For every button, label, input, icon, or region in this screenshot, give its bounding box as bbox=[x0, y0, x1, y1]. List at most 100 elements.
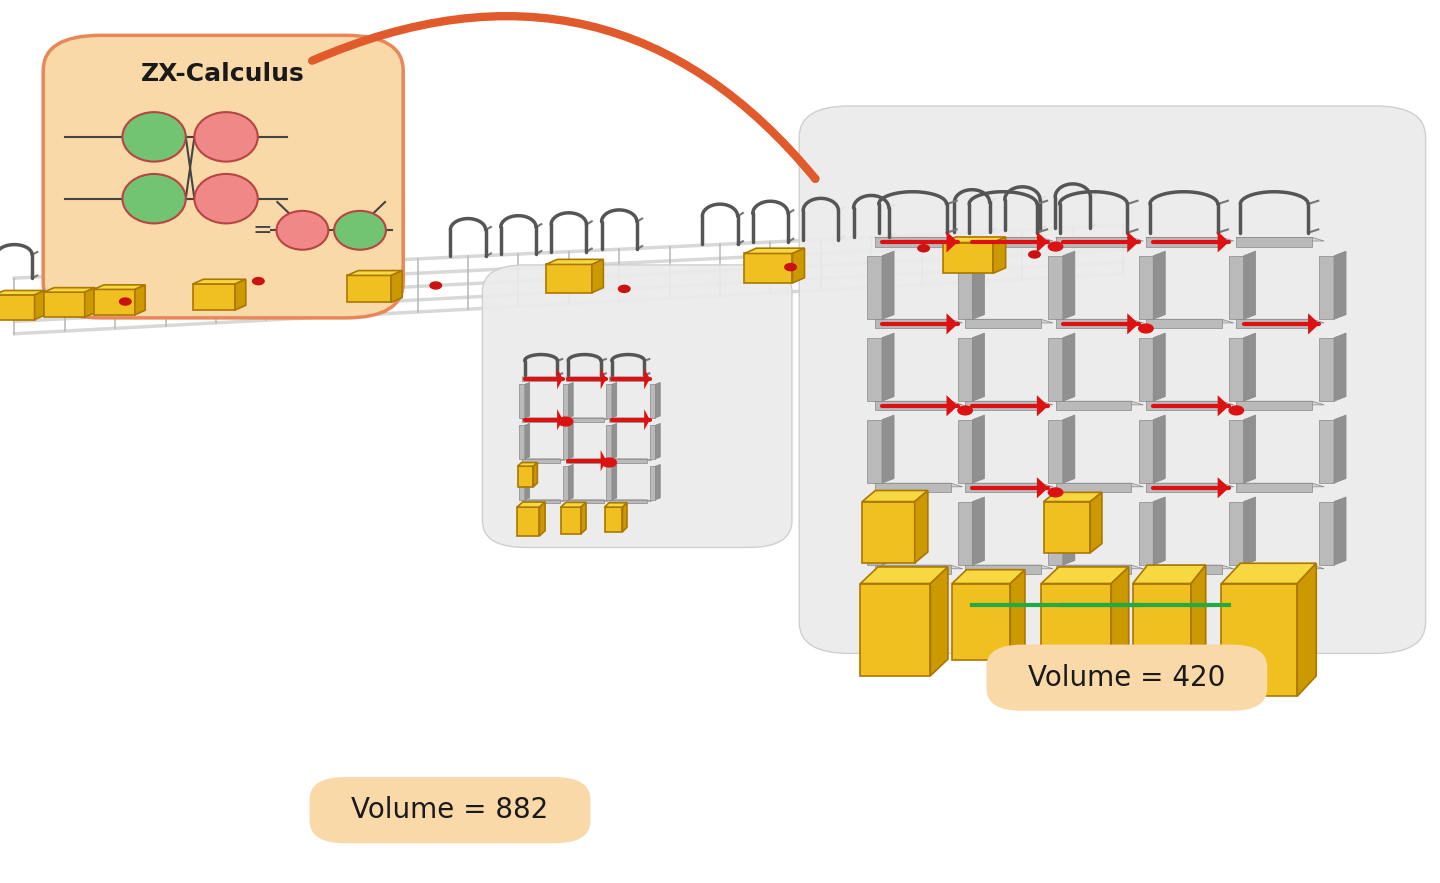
Polygon shape bbox=[94, 290, 135, 315]
Polygon shape bbox=[883, 415, 894, 483]
Polygon shape bbox=[517, 502, 546, 507]
Polygon shape bbox=[914, 491, 927, 563]
Polygon shape bbox=[655, 464, 661, 500]
Polygon shape bbox=[649, 384, 655, 418]
Polygon shape bbox=[1112, 567, 1129, 675]
Polygon shape bbox=[135, 285, 145, 315]
Polygon shape bbox=[526, 382, 530, 418]
Polygon shape bbox=[1011, 570, 1025, 660]
Polygon shape bbox=[518, 466, 533, 487]
Polygon shape bbox=[1056, 401, 1132, 411]
Circle shape bbox=[1048, 488, 1063, 497]
Polygon shape bbox=[43, 288, 95, 292]
Polygon shape bbox=[94, 285, 145, 290]
Polygon shape bbox=[546, 264, 592, 293]
Polygon shape bbox=[1333, 415, 1346, 483]
Polygon shape bbox=[952, 584, 1011, 660]
Text: Volume = 420: Volume = 420 bbox=[1028, 664, 1225, 691]
Polygon shape bbox=[1056, 238, 1143, 241]
Polygon shape bbox=[1297, 563, 1316, 696]
Polygon shape bbox=[1056, 565, 1143, 569]
Polygon shape bbox=[1056, 565, 1132, 574]
Polygon shape bbox=[1237, 565, 1325, 569]
Polygon shape bbox=[1319, 502, 1333, 565]
Polygon shape bbox=[566, 459, 608, 460]
Ellipse shape bbox=[276, 211, 328, 250]
Polygon shape bbox=[874, 238, 962, 241]
Polygon shape bbox=[1048, 337, 1063, 401]
Circle shape bbox=[785, 263, 796, 270]
Polygon shape bbox=[655, 423, 661, 459]
Polygon shape bbox=[1063, 415, 1074, 483]
Polygon shape bbox=[518, 463, 537, 466]
Polygon shape bbox=[560, 507, 580, 534]
Polygon shape bbox=[965, 565, 1041, 574]
Polygon shape bbox=[1218, 231, 1230, 253]
Polygon shape bbox=[874, 483, 962, 487]
Polygon shape bbox=[606, 466, 612, 500]
Polygon shape bbox=[563, 426, 569, 459]
Polygon shape bbox=[965, 483, 1041, 493]
Polygon shape bbox=[874, 320, 950, 328]
Polygon shape bbox=[861, 584, 930, 675]
Polygon shape bbox=[965, 565, 1053, 569]
Polygon shape bbox=[1056, 483, 1143, 487]
Polygon shape bbox=[874, 401, 950, 411]
Polygon shape bbox=[600, 450, 606, 472]
Polygon shape bbox=[605, 507, 622, 532]
Polygon shape bbox=[1319, 256, 1333, 320]
Polygon shape bbox=[1230, 419, 1244, 483]
Polygon shape bbox=[1146, 401, 1221, 411]
Polygon shape bbox=[605, 502, 626, 507]
Polygon shape bbox=[1333, 251, 1346, 320]
Polygon shape bbox=[566, 377, 608, 378]
Polygon shape bbox=[1230, 256, 1244, 320]
Polygon shape bbox=[1146, 238, 1234, 241]
Polygon shape bbox=[863, 502, 914, 563]
Circle shape bbox=[602, 458, 616, 467]
Polygon shape bbox=[563, 466, 569, 500]
Polygon shape bbox=[972, 415, 985, 483]
Polygon shape bbox=[612, 423, 616, 459]
Polygon shape bbox=[1146, 401, 1234, 405]
Polygon shape bbox=[526, 464, 530, 500]
Text: Volume = 882: Volume = 882 bbox=[351, 796, 549, 824]
Polygon shape bbox=[612, 382, 616, 418]
Polygon shape bbox=[883, 497, 894, 565]
Polygon shape bbox=[526, 423, 530, 459]
Polygon shape bbox=[883, 251, 894, 320]
Polygon shape bbox=[965, 320, 1053, 323]
Polygon shape bbox=[523, 500, 564, 502]
Polygon shape bbox=[1063, 497, 1074, 565]
Polygon shape bbox=[566, 500, 603, 503]
Polygon shape bbox=[609, 500, 652, 502]
Polygon shape bbox=[1090, 493, 1102, 553]
Polygon shape bbox=[1218, 396, 1230, 417]
Polygon shape bbox=[867, 419, 883, 483]
Polygon shape bbox=[523, 500, 560, 503]
Polygon shape bbox=[520, 466, 526, 500]
Polygon shape bbox=[1128, 313, 1139, 335]
Polygon shape bbox=[1139, 337, 1153, 401]
Polygon shape bbox=[1221, 584, 1297, 696]
Polygon shape bbox=[972, 251, 985, 320]
Text: ZX-Calculus: ZX-Calculus bbox=[141, 62, 305, 86]
Polygon shape bbox=[193, 284, 235, 310]
Polygon shape bbox=[1133, 584, 1191, 686]
Polygon shape bbox=[1230, 502, 1244, 565]
Polygon shape bbox=[580, 502, 586, 534]
Polygon shape bbox=[958, 337, 972, 401]
Polygon shape bbox=[1056, 320, 1143, 323]
Polygon shape bbox=[1056, 238, 1132, 246]
Polygon shape bbox=[347, 275, 392, 302]
Polygon shape bbox=[946, 313, 958, 335]
Polygon shape bbox=[392, 270, 402, 302]
Polygon shape bbox=[958, 502, 972, 565]
Polygon shape bbox=[946, 396, 958, 417]
Polygon shape bbox=[533, 463, 537, 487]
Circle shape bbox=[1048, 242, 1063, 251]
Polygon shape bbox=[965, 483, 1053, 487]
Polygon shape bbox=[958, 419, 972, 483]
Polygon shape bbox=[1037, 396, 1048, 417]
Polygon shape bbox=[943, 237, 1005, 243]
